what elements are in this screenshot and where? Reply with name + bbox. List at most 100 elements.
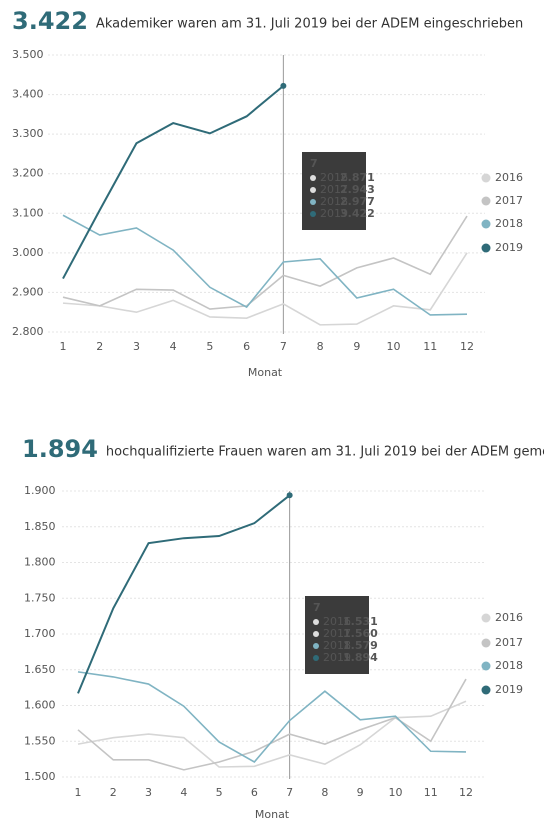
legend-dot	[481, 638, 491, 648]
headline-number: 3.422	[12, 7, 88, 35]
point	[286, 492, 293, 499]
x-tick-label: 11	[423, 340, 437, 353]
legend-dot	[481, 173, 491, 183]
x-tick-label: 6	[243, 340, 250, 353]
x-tick-label: 10	[387, 340, 401, 353]
legend-label: 2019	[495, 241, 523, 254]
legend-label: 2016	[495, 171, 523, 184]
tooltip-value: 3.422	[340, 207, 375, 220]
legend-label: 2017	[495, 636, 523, 649]
chart-title: hochqualifizierte Frauen waren am 31. Ju…	[106, 445, 544, 460]
legend-dot	[481, 219, 491, 229]
series-line	[62, 214, 468, 316]
x-tick-label: 12	[460, 340, 474, 353]
tooltip-value: 1.560	[343, 627, 378, 640]
tooltip-dot	[313, 643, 319, 649]
x-tick-label: 1	[60, 340, 67, 353]
series-line	[77, 671, 467, 764]
y-tick-label: 1.750	[24, 591, 56, 604]
y-tick-label: 3.400	[12, 88, 44, 101]
y-tick-label: 2.900	[12, 285, 44, 298]
tooltip-value: 2.977	[340, 195, 375, 208]
series-line	[77, 678, 467, 771]
series-line	[62, 85, 285, 280]
x-tick-label: 5	[206, 340, 213, 353]
series-line	[77, 700, 467, 768]
chart: 3.422 Akademiker waren am 31. Juli 2019 b…	[12, 7, 523, 379]
x-tick-label: 3	[145, 786, 152, 799]
y-tick-label: 3.100	[12, 206, 44, 219]
y-tick-label: 1.900	[24, 484, 56, 497]
tooltip-series: 2016	[323, 615, 351, 628]
tooltip-dot	[313, 619, 319, 625]
x-tick-label: 9	[353, 340, 360, 353]
x-axis-label: Monat	[248, 366, 283, 379]
tooltip-dot	[310, 187, 316, 193]
x-tick-label: 4	[180, 786, 187, 799]
legend-dot	[481, 685, 491, 695]
legend-dot	[481, 661, 491, 671]
tooltip-dot	[310, 175, 316, 181]
legend-label: 2018	[495, 217, 523, 230]
x-tick-label: 3	[133, 340, 140, 353]
y-tick-label: 1.800	[24, 556, 56, 569]
series-line	[62, 215, 468, 310]
tooltip-series: 2018	[323, 639, 351, 652]
tooltip-series: 2018	[320, 195, 348, 208]
x-tick-label: 8	[317, 340, 324, 353]
legend-label: 2017	[495, 194, 523, 207]
tooltip-dot	[310, 199, 316, 205]
tooltip-value: 2.943	[340, 183, 375, 196]
x-tick-label: 1	[75, 786, 82, 799]
x-tick-label: 10	[388, 786, 402, 799]
x-tick-label: 5	[216, 786, 223, 799]
legend-label: 2018	[495, 659, 523, 672]
tooltip-value: 1.894	[343, 651, 378, 664]
x-tick-label: 8	[321, 786, 328, 799]
y-tick-label: 2.800	[12, 325, 44, 338]
x-tick-label: 2	[96, 340, 103, 353]
chart: 1.894 hochqualifizierte Frauen waren am 3…	[22, 435, 544, 821]
tooltip-series: 2016	[320, 171, 348, 184]
x-tick-label: 7	[286, 786, 293, 799]
legend-dot	[481, 196, 491, 206]
series-line	[77, 494, 291, 694]
y-tick-label: 3.200	[12, 167, 44, 180]
series-line	[62, 252, 468, 326]
point	[280, 82, 287, 89]
tooltip-series: 2017	[320, 183, 348, 196]
tooltip-series: 2019	[323, 651, 351, 664]
tooltip-dot	[313, 655, 319, 661]
legend-dot	[481, 613, 491, 623]
x-tick-label: 7	[280, 340, 287, 353]
tooltip-series: 2019	[320, 207, 348, 220]
tooltip-series: 2017	[323, 627, 351, 640]
tooltip-title: 7	[313, 601, 321, 614]
y-tick-label: 3.300	[12, 127, 44, 140]
y-tick-label: 1.500	[24, 770, 56, 783]
x-tick-label: 9	[357, 786, 364, 799]
tooltip-dot	[310, 211, 316, 217]
x-tick-label: 12	[459, 786, 473, 799]
y-tick-label: 1.850	[24, 520, 56, 533]
tooltip-value: 2.871	[340, 171, 375, 184]
chart-title: Akademiker waren am 31. Juli 2019 bei de…	[96, 17, 523, 32]
y-tick-label: 3.000	[12, 246, 44, 259]
tooltip-value: 1.531	[343, 615, 378, 628]
x-tick-label: 2	[110, 786, 117, 799]
legend-label: 2016	[495, 611, 523, 624]
headline-number: 1.894	[22, 435, 98, 463]
tooltip-dot	[313, 631, 319, 637]
tooltip-title: 7	[310, 157, 318, 170]
x-tick-label: 11	[424, 786, 438, 799]
legend-dot	[481, 243, 491, 253]
x-tick-label: 6	[251, 786, 258, 799]
y-tick-label: 1.650	[24, 663, 56, 676]
legend-label: 2019	[495, 683, 523, 696]
y-tick-label: 1.550	[24, 734, 56, 747]
tooltip-value: 1.579	[343, 639, 378, 652]
x-axis-label: Monat	[255, 808, 290, 821]
y-tick-label: 1.700	[24, 627, 56, 640]
y-tick-label: 3.500	[12, 48, 44, 61]
